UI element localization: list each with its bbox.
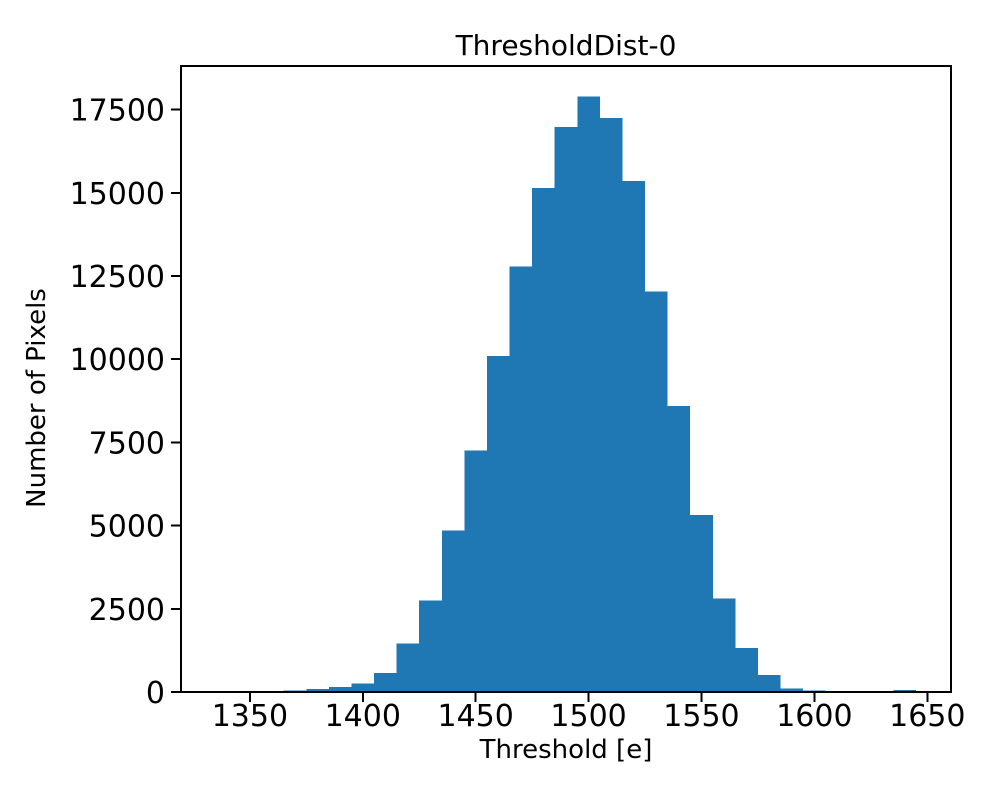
histogram-bar — [328, 687, 352, 692]
histogram-bar — [757, 675, 781, 692]
histogram-bar — [441, 530, 465, 692]
histogram-bar — [396, 643, 420, 692]
y-tick-label: 12500 — [70, 260, 165, 295]
y-tick-label: 2500 — [89, 593, 165, 628]
y-tick-label: 5000 — [89, 510, 165, 545]
y-tick-label: 7500 — [89, 426, 165, 461]
histogram-bar — [667, 405, 691, 692]
histogram-bar — [374, 673, 397, 692]
x-tick-label: 1550 — [663, 699, 739, 734]
histogram-bar — [645, 291, 668, 692]
y-tick-label: 17500 — [70, 94, 165, 129]
histogram-bar — [577, 96, 600, 692]
histogram-bar — [712, 598, 736, 692]
histogram-bar — [419, 600, 442, 692]
x-tick-label: 1350 — [212, 699, 288, 734]
x-tick-label: 1650 — [889, 699, 965, 734]
x-tick-label: 1400 — [325, 699, 401, 734]
histogram-bar — [599, 117, 623, 693]
x-tick-label: 1450 — [438, 699, 514, 734]
histogram-bar — [486, 355, 510, 692]
x-axis-label: Threshold [e] — [479, 735, 653, 765]
histogram-bar — [509, 266, 533, 692]
y-tick-label: 0 — [146, 676, 165, 711]
histogram-bar — [690, 514, 713, 692]
x-tick-label: 1500 — [550, 699, 626, 734]
histogram-bar — [554, 126, 578, 692]
histogram-bar — [735, 648, 758, 692]
x-tick-label: 1600 — [776, 699, 852, 734]
histogram-bar — [464, 450, 487, 692]
y-tick-label: 15000 — [70, 177, 165, 212]
histogram-bar — [622, 180, 646, 692]
plot-spine — [180, 65, 952, 693]
y-tick-label: 10000 — [70, 343, 165, 378]
histogram-bar — [780, 688, 804, 692]
chart-title: ThresholdDist-0 — [455, 29, 677, 62]
histogram-bar — [532, 187, 555, 692]
histogram-bar — [306, 689, 329, 692]
histogram-bar — [351, 683, 375, 692]
